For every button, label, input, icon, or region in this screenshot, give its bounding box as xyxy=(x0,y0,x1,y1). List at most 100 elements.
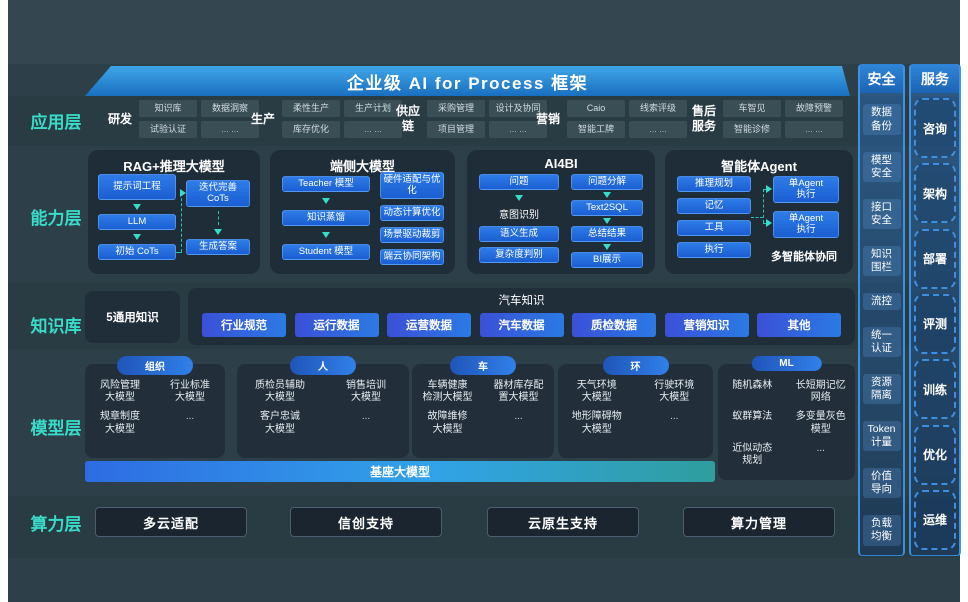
app-item-chip: 试验认证 xyxy=(139,121,198,138)
security-item: 接口 安全 xyxy=(862,198,901,229)
model-cell: 器材库存配 置大模型 xyxy=(493,380,544,404)
knowledge-data-button: 质检数据 xyxy=(572,313,656,337)
model-group-4: 环天气环境 大模型 行驶环境 大模型 地形障碍物 大模型... xyxy=(558,356,713,458)
layer-label-application: 应用层 xyxy=(30,113,82,132)
model-cell: 蚁群算法 xyxy=(732,411,773,423)
security-item: 知识 围栏 xyxy=(862,245,901,276)
capability-flow-left: 推理规划 记忆 工具 执行 xyxy=(677,176,751,258)
knowledge-data-button: 汽车数据 xyxy=(479,313,564,337)
model-cell: 地形障碍物 大模型 xyxy=(571,411,622,435)
model-group-2: 人质检员辅助 大模型 销售培训 大模型 客户忠诚 大模型... xyxy=(237,356,409,458)
service-item: 优化 xyxy=(914,424,956,485)
services-title: 服务 xyxy=(911,65,959,93)
service-item: 部署 xyxy=(914,228,956,289)
app-group-items: 柔性生产 生产计划 库存优化... ... xyxy=(282,100,403,138)
capability-step: 迭代完善 CoTs xyxy=(186,180,250,207)
app-group-1: 研发 知识库 数据洞察 试验认证... ... xyxy=(108,100,260,138)
auto-knowledge-panel: 汽车知识 行业规范 运行数据 运营数据 汽车数据 质检数据 营销知识 其他 xyxy=(188,288,855,345)
flow-connector-stem xyxy=(217,210,219,225)
capability-step: 推理规划 xyxy=(677,176,751,192)
model-cell: 客户忠诚 大模型 xyxy=(260,411,300,435)
model-cell: 长短期记忆 网络 xyxy=(795,380,846,404)
general-knowledge-panel: 5通用知识 xyxy=(85,291,180,343)
app-group-items: 知识库 数据洞察 试验认证... ... xyxy=(139,100,260,138)
capability-step: 复杂度判别 xyxy=(479,247,559,263)
arrow-right-icon xyxy=(766,185,772,193)
app-item-chip: ... ... xyxy=(201,121,260,138)
compute-button: 云原生支持 xyxy=(487,507,639,537)
app-item-chip: 知识库 xyxy=(139,100,198,117)
layer-label-knowledge: 知识库 xyxy=(30,317,82,336)
capability-step: 提示词工程 xyxy=(98,174,176,200)
general-knowledge-label: 5通用知识 xyxy=(106,312,159,324)
app-item-chip: 车智见 xyxy=(723,100,782,117)
security-item: 资源 隔离 xyxy=(862,373,901,405)
model-category-pill: 组织 xyxy=(117,356,193,375)
capability-step: 记忆 xyxy=(677,198,751,214)
app-group-name: 研发 xyxy=(108,111,133,126)
layer-label-model: 模型层 xyxy=(30,419,82,438)
capability-panel-1: RAG+推理大模型 提示词工程 LLM 初始 CoTs 迭代完善 CoTs 生成答案 xyxy=(88,150,260,274)
arrow-down-icon xyxy=(603,192,611,198)
diagram-board: 企业级 AI for Process 框架 应用层 能力层 知识库 模型层 算力… xyxy=(8,0,961,602)
capability-panel-title: 端侧大模型 xyxy=(329,159,395,174)
model-cell: 规章制度 大模型 xyxy=(100,411,140,435)
app-item-chip: 线索评级 xyxy=(629,100,688,117)
security-item: 统一 认证 xyxy=(862,326,901,358)
model-group-1: 组织 风险管理 大模型 行业标准 大模型 规章制度 大模型... xyxy=(85,356,225,458)
foundation-model-label: 基座大模型 xyxy=(369,465,430,479)
capability-step: 硬件适配与优 化 xyxy=(380,172,444,199)
capability-step-text: 意图识别 xyxy=(499,210,539,221)
app-item-chip: ... ... xyxy=(785,121,844,138)
security-item: 流控 xyxy=(862,292,901,310)
model-cells: 车辆健康 检测大模型 器材库存配 置大模型 故障维修 大模型... xyxy=(412,364,554,436)
app-item-chip: 采购管理 xyxy=(427,100,486,117)
model-cell: 质检员辅助 大模型 xyxy=(255,380,305,404)
app-group-4: 营销 Caio 线索评级 智能工牌... ... xyxy=(536,100,688,138)
capability-step: Teacher 模型 xyxy=(282,176,370,192)
arrow-down-icon xyxy=(603,218,611,224)
compute-button: 信创支持 xyxy=(290,507,442,537)
auto-knowledge-title: 汽车知识 xyxy=(498,295,545,307)
capability-flow-right: 迭代完善 CoTs 生成答案 xyxy=(186,180,250,255)
security-title: 安全 xyxy=(860,65,903,93)
model-cell: 行业标准 大模型 xyxy=(170,380,210,404)
model-cells: 随机森林 长短期记忆 网络 蚁群算法 多变量灰色 模型 近似动态 规划... xyxy=(718,364,855,467)
capability-panel-3: AI4BI 问题 意图识别 语义生成 复杂度判别 问题分解 Text2SQL 总结结果 BI展示 xyxy=(467,150,655,274)
model-cell: ... xyxy=(816,442,825,454)
knowledge-data-button: 营销知识 xyxy=(664,313,749,337)
model-cell: 天气环境 大模型 xyxy=(576,380,617,404)
app-group-items: 车智见 故障预警 智能诊修... ... xyxy=(723,100,844,138)
arrow-down-icon xyxy=(322,198,330,204)
capability-step: 生成答案 xyxy=(186,238,250,255)
model-cell: 风险管理 大模型 xyxy=(100,380,140,404)
capability-flow-right: 硬件适配与优 化动态计算优化 场景驱动裁剪 端云协同架构 xyxy=(380,172,444,265)
model-cell: ... xyxy=(514,411,523,423)
security-items: 数据 备份 模型 安全 接口 安全 知识 围栏 流控 统一 认证 资源 隔离 Token 计量… xyxy=(860,93,903,557)
security-item: 数据 备份 xyxy=(862,104,901,135)
connector-line xyxy=(763,189,764,223)
app-item-chip: 项目管理 xyxy=(427,121,486,138)
capability-step: BI展示 xyxy=(571,252,643,268)
knowledge-data-button: 行业规范 xyxy=(202,313,286,337)
knowledge-data-button: 其他 xyxy=(757,313,841,337)
capability-step: 问题分解 xyxy=(571,174,643,190)
model-group-5: ML 随机森林 长短期记忆 网络 蚁群算法 多变量灰色 模型 近似动态 规划... xyxy=(718,356,855,480)
capability-step: 场景驱动裁剪 xyxy=(380,226,444,243)
compute-button: 算力管理 xyxy=(683,507,835,537)
app-group-name: 营销 xyxy=(536,111,561,126)
model-category-pill: 车 xyxy=(450,356,516,375)
service-item: 咨询 xyxy=(914,98,956,158)
app-item-chip: ... ... xyxy=(489,121,548,138)
page-title: 企业级 AI for Process 框架 xyxy=(346,73,589,93)
app-group-name: 售后 服务 xyxy=(692,104,717,133)
app-item-chip: ... ... xyxy=(629,121,688,138)
app-item-chip: ... ... xyxy=(344,121,403,138)
app-item-chip: 库存优化 xyxy=(282,121,341,138)
capability-panel-title: AI4BI xyxy=(544,156,578,171)
app-item-chip: 柔性生产 xyxy=(282,100,341,117)
capability-panel-title: RAG+推理大模型 xyxy=(123,159,225,174)
capability-step: LLM xyxy=(98,214,176,230)
model-cell: ... xyxy=(670,411,679,423)
